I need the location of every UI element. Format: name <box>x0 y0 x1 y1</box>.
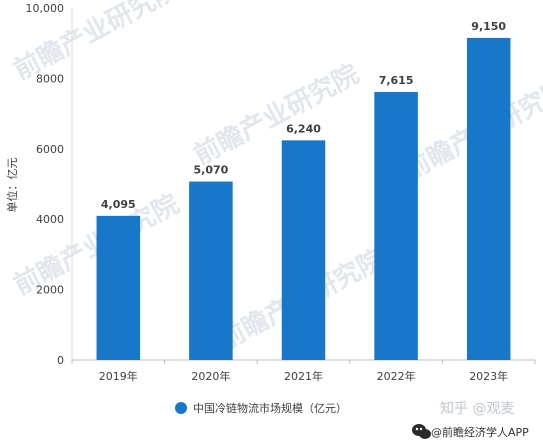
legend: 中国冷链物流市场规模（亿元） <box>175 401 347 415</box>
y-tick-label: 10,000 <box>26 2 65 15</box>
wechat-icon <box>412 424 431 439</box>
bar <box>466 37 511 361</box>
y-tick-label: 6000 <box>36 143 64 156</box>
x-tick-label: 2023年 <box>469 369 508 383</box>
data-label: 4,095 <box>101 198 136 211</box>
source-credit: @前瞻经济学人APP <box>412 424 529 439</box>
bar <box>374 91 418 361</box>
bar <box>281 140 326 360</box>
y-tick-label: 0 <box>57 354 64 367</box>
data-label: 9,150 <box>471 20 506 33</box>
watermark-text: 前瞻产业研究院 <box>189 58 364 171</box>
x-tick-label: 2019年 <box>99 369 138 383</box>
x-tick-label: 2022年 <box>377 369 416 383</box>
y-axis-title: 单位：亿元 <box>5 158 19 213</box>
y-tick-label: 2000 <box>36 284 64 297</box>
y-tick-label: 4000 <box>36 213 64 226</box>
y-tick-label: 8000 <box>36 72 64 85</box>
data-label: 6,240 <box>286 122 321 135</box>
bar <box>96 215 141 360</box>
source-faint-text: 知乎 @观麦 <box>440 400 514 417</box>
x-tick-label: 2021年 <box>284 369 323 383</box>
data-label: 7,615 <box>379 74 414 87</box>
watermark: 前瞻产业研究院 前瞻产业研究院 前瞻产业研究院 前瞻产业研究院 前瞻产业研究院 <box>9 0 543 356</box>
x-tick-label: 2020年 <box>191 369 230 383</box>
data-label: 5,070 <box>194 164 229 177</box>
legend-marker <box>175 402 187 414</box>
source-text: @前瞻经济学人APP <box>431 425 529 439</box>
legend-label: 中国冷链物流市场规模（亿元） <box>193 401 347 415</box>
bar <box>189 181 233 360</box>
